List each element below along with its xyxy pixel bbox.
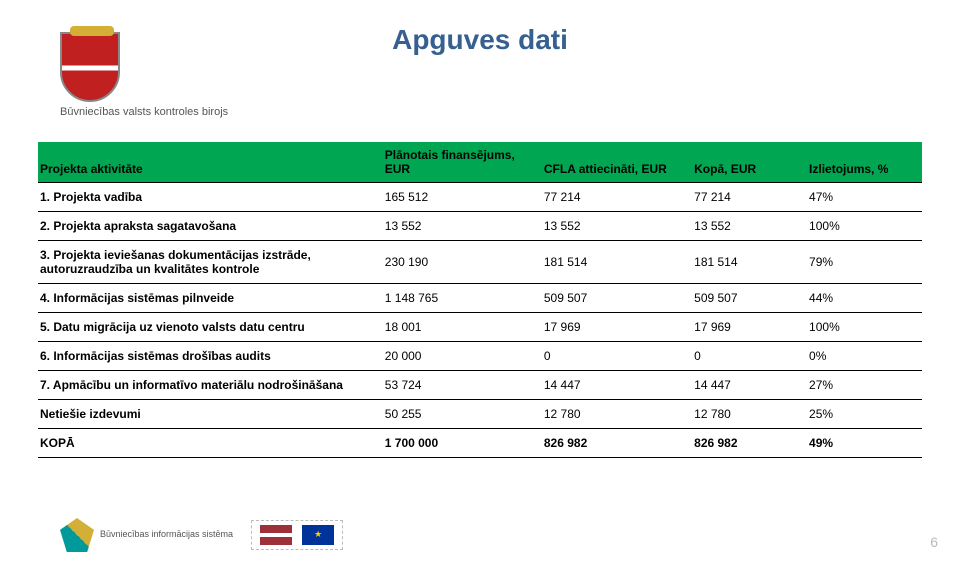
cell-total: 826 982 (692, 429, 807, 458)
cell-usage: 25% (807, 400, 922, 429)
cell-planned: 1 700 000 (383, 429, 542, 458)
cell-cfla: 12 780 (542, 400, 692, 429)
cell-total: 181 514 (692, 241, 807, 284)
footer-logos: Būvniecības informācijas sistēma (60, 518, 343, 552)
cell-cfla: 0 (542, 342, 692, 371)
cell-usage: 44% (807, 284, 922, 313)
cell-usage: 49% (807, 429, 922, 458)
cell-total: 509 507 (692, 284, 807, 313)
col-header-cfla: CFLA attiecināti, EUR (542, 142, 692, 183)
cell-planned: 230 190 (383, 241, 542, 284)
cell-cfla: 509 507 (542, 284, 692, 313)
cell-cfla: 13 552 (542, 212, 692, 241)
cell-planned: 20 000 (383, 342, 542, 371)
data-table: Projekta aktivitāte Plānotais finansējum… (38, 142, 922, 458)
cell-activity: 7. Apmācību un informatīvo materiālu nod… (38, 371, 383, 400)
cell-cfla: 181 514 (542, 241, 692, 284)
cell-planned: 165 512 (383, 183, 542, 212)
logo-caption: Būvniecības valsts kontroles birojs (60, 106, 260, 118)
coat-of-arms-icon (60, 32, 120, 102)
cell-activity: 4. Informācijas sistēmas pilnveide (38, 284, 383, 313)
cell-cfla: 826 982 (542, 429, 692, 458)
col-header-usage: Izlietojums, % (807, 142, 922, 183)
cell-activity: 5. Datu migrācija uz vienoto valsts datu… (38, 313, 383, 342)
col-header-planned: Plānotais finansējums, EUR (383, 142, 542, 183)
col-header-total: Kopā, EUR (692, 142, 807, 183)
header-logo-block: Būvniecības valsts kontroles birojs (60, 32, 260, 118)
cell-planned: 1 148 765 (383, 284, 542, 313)
cell-planned: 13 552 (383, 212, 542, 241)
bis-mark-icon (60, 518, 94, 552)
cell-total: 77 214 (692, 183, 807, 212)
eu-flag-icon (302, 525, 334, 545)
cell-planned: 50 255 (383, 400, 542, 429)
cell-cfla: 77 214 (542, 183, 692, 212)
table-row: 3. Projekta ieviešanas dokumentācijas iz… (38, 241, 922, 284)
cell-total: 12 780 (692, 400, 807, 429)
table-row: 6. Informācijas sistēmas drošības audits… (38, 342, 922, 371)
latvia-flag-icon (260, 525, 292, 545)
table-total-row: KOPĀ1 700 000826 982826 98249% (38, 429, 922, 458)
cell-planned: 53 724 (383, 371, 542, 400)
table-row: 5. Datu migrācija uz vienoto valsts datu… (38, 313, 922, 342)
cell-activity: 1. Projekta vadība (38, 183, 383, 212)
col-header-activity: Projekta aktivitāte (38, 142, 383, 183)
cell-total: 0 (692, 342, 807, 371)
bis-logo: Būvniecības informācijas sistēma (60, 518, 233, 552)
cell-activity: KOPĀ (38, 429, 383, 458)
cell-activity: 2. Projekta apraksta sagatavošana (38, 212, 383, 241)
cell-usage: 100% (807, 212, 922, 241)
cell-total: 13 552 (692, 212, 807, 241)
cell-cfla: 17 969 (542, 313, 692, 342)
table-row: 1. Projekta vadība165 51277 21477 21447% (38, 183, 922, 212)
cell-planned: 18 001 (383, 313, 542, 342)
eu-funding-logos (251, 520, 343, 550)
table-row: 2. Projekta apraksta sagatavošana13 5521… (38, 212, 922, 241)
cell-activity: 6. Informācijas sistēmas drošības audits (38, 342, 383, 371)
table-row: Netiešie izdevumi50 25512 78012 78025% (38, 400, 922, 429)
table-row: 4. Informācijas sistēmas pilnveide1 148 … (38, 284, 922, 313)
data-table-container: Projekta aktivitāte Plānotais finansējum… (38, 142, 922, 458)
cell-total: 17 969 (692, 313, 807, 342)
cell-cfla: 14 447 (542, 371, 692, 400)
cell-usage: 0% (807, 342, 922, 371)
cell-activity: 3. Projekta ieviešanas dokumentācijas iz… (38, 241, 383, 284)
cell-total: 14 447 (692, 371, 807, 400)
cell-usage: 47% (807, 183, 922, 212)
table-row: 7. Apmācību un informatīvo materiālu nod… (38, 371, 922, 400)
cell-activity: Netiešie izdevumi (38, 400, 383, 429)
cell-usage: 27% (807, 371, 922, 400)
bis-caption: Būvniecības informācijas sistēma (100, 530, 233, 540)
cell-usage: 79% (807, 241, 922, 284)
table-header-row: Projekta aktivitāte Plānotais finansējum… (38, 142, 922, 183)
page-number: 6 (930, 534, 938, 550)
cell-usage: 100% (807, 313, 922, 342)
